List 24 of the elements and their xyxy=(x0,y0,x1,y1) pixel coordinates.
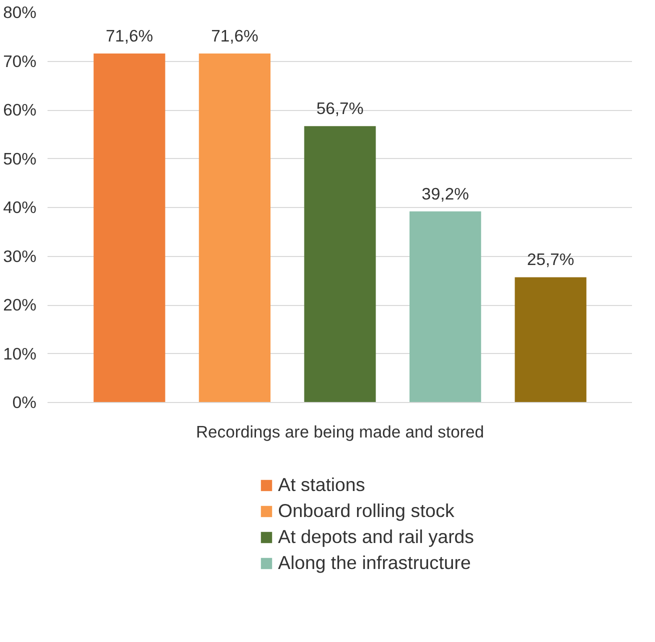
data-label: 71,6% xyxy=(211,26,259,46)
y-tick-label: 50% xyxy=(3,149,37,168)
bar xyxy=(514,277,586,402)
bar xyxy=(304,126,376,402)
data-label: 71,6% xyxy=(106,26,154,46)
legend-label: At depots and rail yards xyxy=(278,526,474,548)
legend-label: Along the infrastructure xyxy=(278,552,471,574)
y-tick-label: 30% xyxy=(3,246,37,266)
y-tick-label: 40% xyxy=(3,198,37,217)
data-label: 39,2% xyxy=(422,184,470,204)
legend-label: Onboard rolling stock xyxy=(278,500,454,522)
y-tick-label: 10% xyxy=(3,344,37,364)
data-label: 56,7% xyxy=(316,99,364,118)
x-tick-label: Recordings are being made and stored xyxy=(196,422,484,442)
y-tick-label: 20% xyxy=(3,296,37,314)
bar xyxy=(198,53,270,402)
y-tick-label: 0% xyxy=(12,393,37,412)
legend-label: At stations xyxy=(278,474,366,496)
y-tick-label: 80% xyxy=(3,3,37,22)
data-label: 25,7% xyxy=(526,250,574,270)
y-tick-label: 60% xyxy=(3,100,37,120)
y-tick-label: 70% xyxy=(3,52,37,71)
bar xyxy=(94,53,166,402)
bar xyxy=(410,211,482,402)
